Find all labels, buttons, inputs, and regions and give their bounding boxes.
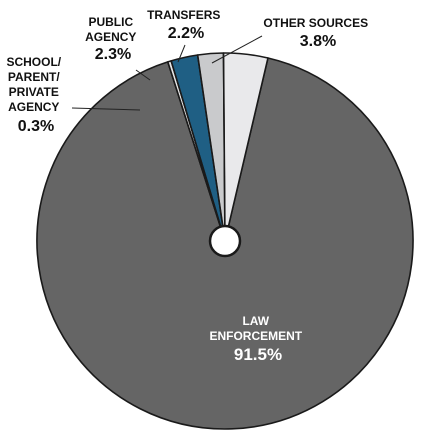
- slice-value-school: 0.3%: [18, 118, 54, 135]
- leader-line-public: [135, 69, 151, 81]
- slice-separator: [170, 60, 226, 242]
- slice-label-law: LAW ENFORCEMENT 91.5%: [209, 312, 306, 364]
- slice-label-public-line1: PUBLIC: [88, 15, 133, 29]
- slice-value-public: 2.3%: [95, 46, 131, 63]
- slice-label-transfers-line1: TRANSFERS: [147, 8, 220, 22]
- slice-separators: [167, 53, 226, 242]
- slice-value-other: 3.8%: [300, 33, 336, 50]
- slice-value-transfers: 2.2%: [168, 25, 204, 42]
- slice-label-public: PUBLIC AGENCY 2.3%: [85, 13, 141, 63]
- donut-hole: [208, 224, 242, 258]
- slice-label-school-line3: PRIVATE: [9, 85, 59, 99]
- slice-separator: [222, 53, 226, 242]
- slice-label-transfers: TRANSFERS 2.2%: [147, 6, 225, 42]
- leader-line-other: [211, 35, 263, 64]
- slice-label-other: OTHER SOURCES 3.8%: [263, 14, 372, 50]
- slice-label-other-line1: OTHER SOURCES: [263, 16, 368, 30]
- slice-label-school-line2: PARENT/: [8, 70, 60, 84]
- slice-label-law-line2: ENFORCEMENT: [209, 329, 302, 343]
- slice-label-public-line2: AGENCY: [85, 30, 136, 44]
- leader-line-transfers: [177, 44, 186, 63]
- leader-line-school: [71, 107, 141, 111]
- slice-separator: [197, 54, 226, 242]
- slice-label-school-line4: AGENCY: [8, 100, 59, 114]
- slice-label-school-line1: SCHOOL/: [6, 55, 61, 69]
- slice-value-law: 91.5%: [234, 345, 282, 364]
- slice-label-law-line1: LAW: [242, 314, 269, 328]
- slice-label-school: SCHOOL/ PARENT/ PRIVATE AGENCY 0.3%: [6, 53, 65, 135]
